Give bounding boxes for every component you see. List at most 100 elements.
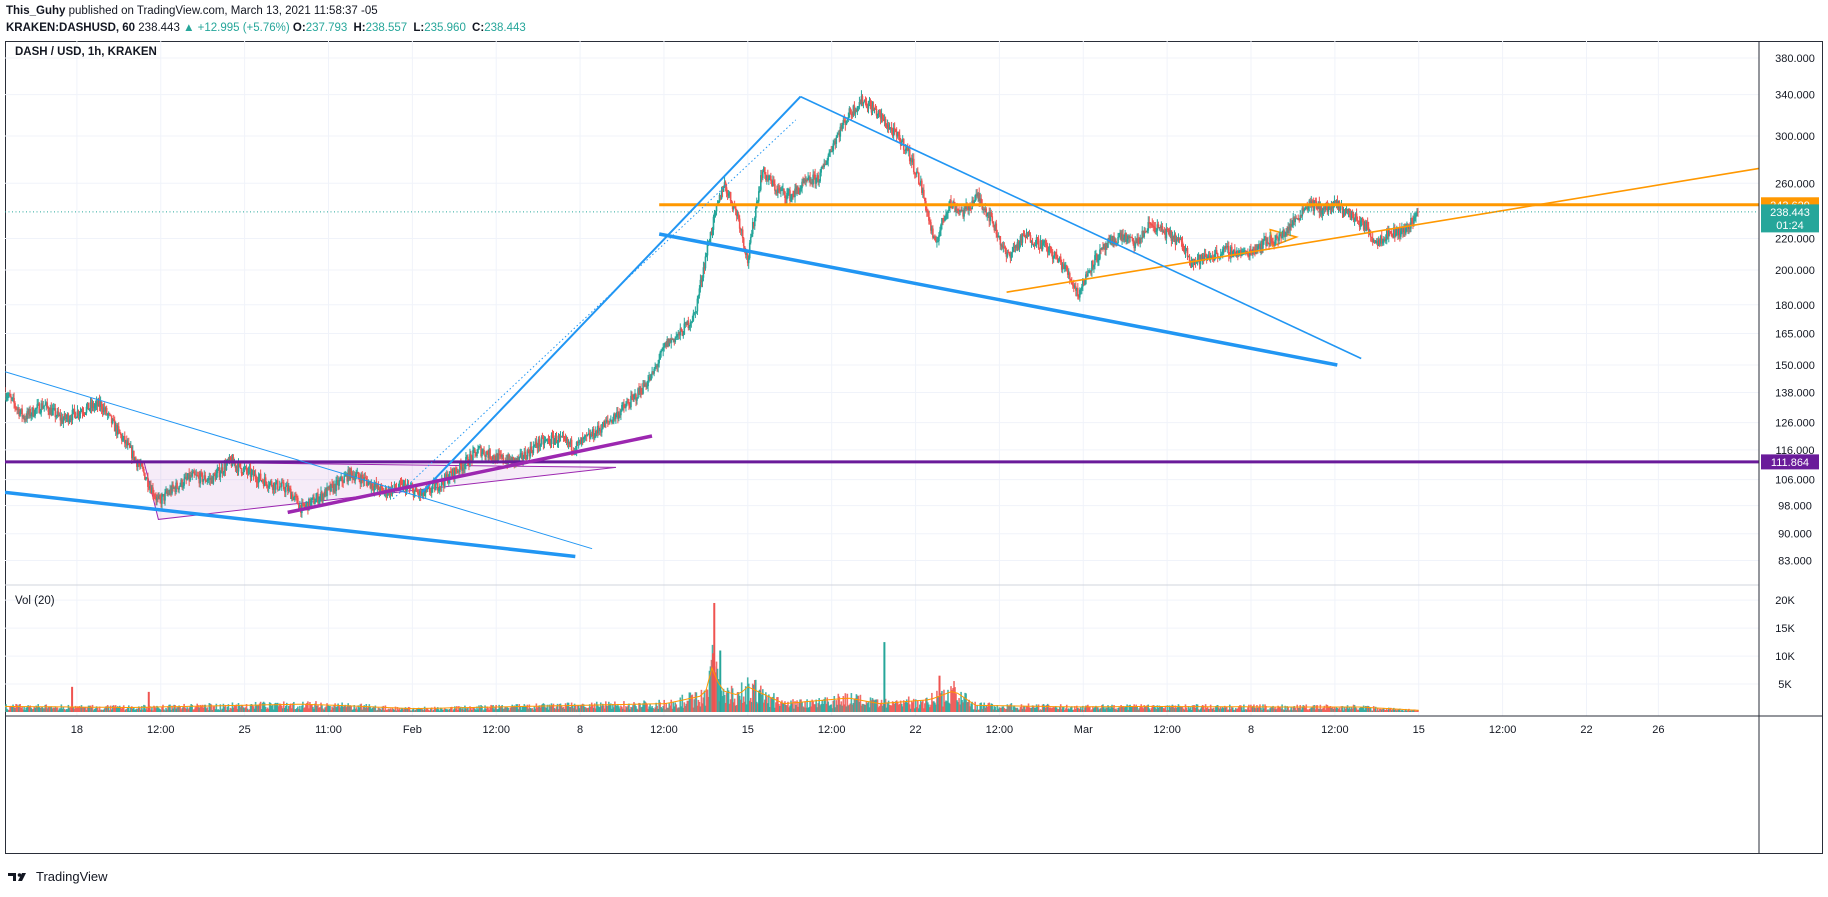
- volume-bar: [17, 706, 19, 712]
- candle-body: [745, 253, 748, 256]
- volume-bar: [97, 710, 100, 712]
- volume-bar: [946, 701, 948, 712]
- volume-bar: [172, 708, 174, 712]
- candle-body: [187, 473, 189, 479]
- volume-bar: [11, 706, 13, 712]
- blue-thick-lower-channel[interactable]: [658, 232, 1338, 367]
- blue-descending-trendline[interactable]: [800, 95, 1362, 360]
- author-name[interactable]: This_Guhy: [6, 5, 66, 17]
- candle-body: [1306, 206, 1309, 210]
- candle-body: [317, 493, 319, 504]
- volume-bar: [1104, 709, 1106, 712]
- volume-bar: [138, 706, 140, 712]
- volume-bar: [586, 707, 589, 712]
- candle-body: [1397, 227, 1399, 236]
- volume-bar: [1033, 707, 1036, 712]
- candle-body: [913, 172, 916, 174]
- candle-body: [816, 175, 818, 178]
- volume-bar: [163, 709, 165, 712]
- candle-body: [628, 402, 630, 406]
- candle-body: [353, 475, 356, 481]
- price-tick-label: 180.000: [1775, 300, 1815, 312]
- blue-dotted-trendline[interactable]: [392, 119, 797, 500]
- candle-body: [1300, 215, 1303, 217]
- candle-body: [1391, 233, 1393, 237]
- volume-bar: [780, 702, 782, 712]
- volume-bar: [1380, 709, 1383, 712]
- volume-bar: [387, 708, 390, 712]
- candle-body: [523, 451, 526, 459]
- candle-body: [39, 412, 42, 414]
- candle-body: [245, 466, 248, 472]
- candle-body: [646, 386, 648, 388]
- volume-bar: [606, 705, 608, 712]
- candle-body: [434, 484, 437, 491]
- purple-thick-rising-line[interactable]: [287, 434, 653, 515]
- candle-body: [850, 113, 853, 115]
- chart-container[interactable]: 83.000 90.000 98.000 106.000 116.000 126.000 1…: [5, 41, 1823, 854]
- volume-bar: [274, 702, 277, 712]
- volume-bar: [57, 710, 60, 712]
- volume-bar: [110, 709, 113, 712]
- candle-body: [828, 152, 831, 156]
- volume-bar: [85, 710, 88, 712]
- volume-bar: [730, 685, 733, 712]
- time-axis[interactable]: 18 12:00 25 11:00 Feb 12:00 8 12:00 15 12:00 22 12:…: [71, 724, 1665, 736]
- candle-body: [891, 130, 894, 136]
- volume-bar: [466, 708, 468, 712]
- volume-bar: [637, 709, 639, 712]
- footer-brand[interactable]: TradingView: [8, 869, 108, 884]
- candle-body: [140, 462, 142, 466]
- candle-body: [139, 464, 141, 466]
- candle-body: [857, 106, 860, 108]
- volume-bar: [1220, 708, 1223, 712]
- candle-body: [194, 474, 197, 476]
- volume-bar: [654, 707, 656, 712]
- volume-bar: [984, 707, 987, 712]
- candle-body: [170, 489, 172, 494]
- candle-body: [1077, 288, 1079, 297]
- price-axis[interactable]: 83.00090.00098.000106.000116.000126.0001…: [1775, 53, 1815, 568]
- blue-rally-trendline[interactable]: [421, 95, 802, 494]
- volume-bar: [684, 706, 687, 712]
- volume-bar: [814, 704, 816, 712]
- candle-body: [840, 126, 843, 130]
- chart-canvas[interactable]: 83.00090.00098.000106.000116.000126.0001…: [5, 41, 1823, 854]
- candle-body: [956, 208, 958, 210]
- drawings[interactable]: [5, 95, 1760, 559]
- volume-bar: [924, 703, 926, 712]
- candle-body: [1049, 246, 1052, 252]
- candle-body: [1033, 244, 1036, 246]
- volume-bar: [1212, 707, 1215, 712]
- blue-thin-falling-line[interactable]: [5, 371, 593, 550]
- candle-body: [651, 371, 653, 375]
- candle-body: [1415, 215, 1417, 218]
- volume-bar: [593, 703, 596, 712]
- candle-body: [86, 402, 89, 407]
- volume-bar: [576, 705, 579, 712]
- blue-thick-lower-line[interactable]: [5, 490, 576, 559]
- volume-bar: [373, 707, 376, 712]
- volume-bar: [28, 706, 30, 712]
- candle-body: [754, 207, 757, 218]
- volume-bar: [744, 686, 747, 712]
- candle-body: [723, 182, 726, 187]
- candle-body: [552, 435, 555, 444]
- candle-body: [254, 473, 257, 479]
- volume-bar: [1001, 706, 1004, 712]
- volume-bar: [101, 709, 104, 712]
- candle-body: [27, 411, 29, 415]
- candle-body: [322, 494, 324, 501]
- volume-bar: [1409, 710, 1411, 712]
- volume-bar: [660, 707, 662, 712]
- candle-body: [154, 496, 156, 498]
- orange-rising-trendline[interactable]: [1006, 167, 1760, 293]
- candle-body: [151, 487, 153, 493]
- volume-bar: [443, 708, 446, 712]
- candle-body: [585, 434, 588, 436]
- volume-bar: [1141, 707, 1144, 712]
- volume-bar: [294, 709, 296, 712]
- volume-bar: [430, 707, 433, 712]
- volume-bar: [1068, 709, 1071, 712]
- volume-bar: [1404, 710, 1406, 712]
